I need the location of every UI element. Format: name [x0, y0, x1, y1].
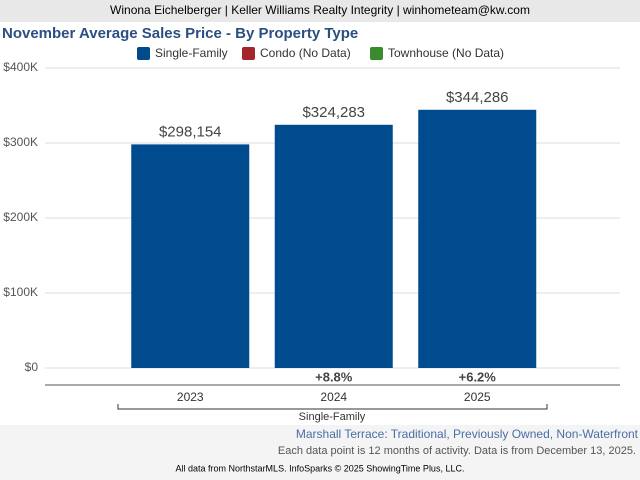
legend-label: Condo (No Data) — [260, 46, 351, 60]
change-label: +6.2% — [459, 369, 497, 384]
value-label: $298,154 — [159, 123, 222, 140]
note: Each data point is 12 months of activity… — [278, 445, 636, 457]
bar — [131, 144, 250, 368]
subtitle: Marshall Terrace: Traditional, Previousl… — [296, 427, 639, 441]
chart-title: November Average Sales Price - By Proper… — [2, 25, 358, 42]
footer-bar — [0, 425, 640, 480]
y-tick-label: $200K — [3, 210, 38, 224]
group-bracket — [117, 404, 548, 410]
x-tick-label: 2025 — [464, 390, 491, 404]
legend-label: Townhouse (No Data) — [388, 46, 504, 60]
legend-swatch — [370, 47, 383, 60]
x-tick-label: 2024 — [320, 390, 347, 404]
value-label: $324,283 — [302, 104, 365, 121]
header-bar — [0, 0, 640, 22]
value-label: $344,286 — [446, 89, 509, 106]
legend-swatch — [137, 47, 150, 60]
footer: All data from NorthstarMLS. InfoSparks ©… — [176, 463, 465, 473]
header-text: Winona Eichelberger | Keller Williams Re… — [110, 3, 530, 17]
y-tick-label: $400K — [3, 60, 38, 74]
change-label: +8.8% — [315, 369, 353, 384]
group-label: Single-Family — [299, 411, 366, 423]
y-tick-label: $100K — [3, 285, 38, 299]
bar — [418, 109, 537, 369]
legend-swatch — [242, 47, 255, 60]
y-tick-label: $300K — [3, 135, 38, 149]
bar — [274, 124, 393, 368]
x-tick-label: 2023 — [177, 390, 204, 404]
legend-label: Single-Family — [155, 46, 228, 60]
y-tick-label: $0 — [25, 360, 39, 374]
